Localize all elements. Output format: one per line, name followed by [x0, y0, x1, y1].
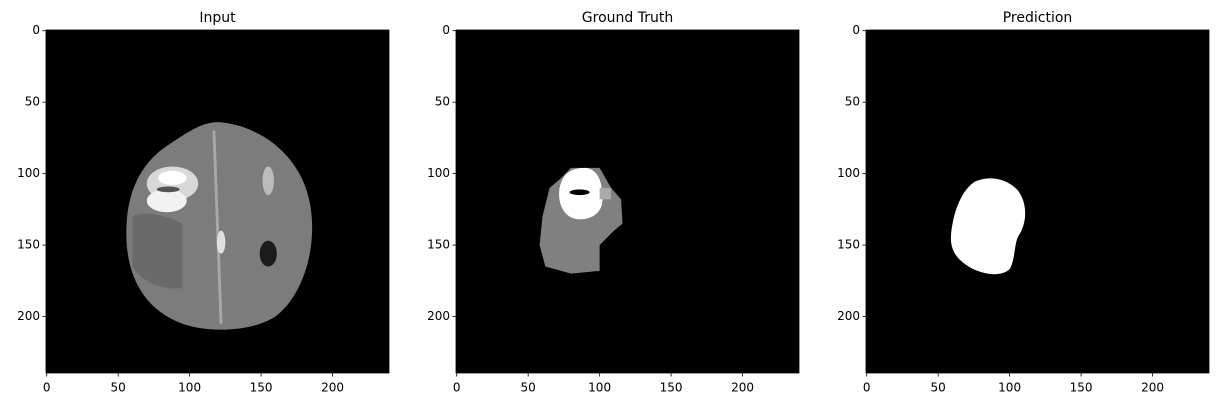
- x-tick-label: 0: [453, 381, 461, 395]
- ground-truth-image: [456, 30, 799, 373]
- x-tick-label: 0: [43, 381, 51, 395]
- y-tick-label: 0: [32, 23, 40, 37]
- y-tick-label: 150: [427, 238, 450, 252]
- y-tick-label: 100: [427, 166, 450, 180]
- y-tick-label: 200: [427, 309, 450, 323]
- x-tick-label: 100: [588, 381, 611, 395]
- y-tick-label: 200: [17, 309, 40, 323]
- axes-frame: [865, 29, 1210, 374]
- y-tick-label: 100: [17, 166, 40, 180]
- x-tick-label: 50: [931, 381, 946, 395]
- x-tick-label: 200: [321, 381, 344, 395]
- y-tick-label: 100: [837, 166, 860, 180]
- y-tick-label: 200: [837, 309, 860, 323]
- x-tick-label: 0: [863, 381, 871, 395]
- y-tick-label: 50: [435, 95, 450, 109]
- y-tick-label: 50: [25, 95, 40, 109]
- panel-title: Input: [199, 10, 236, 26]
- x-tick-label: 200: [1141, 381, 1164, 395]
- axes-frame: [45, 29, 390, 374]
- x-tick-label: 50: [111, 381, 126, 395]
- y-tick-label: 150: [837, 238, 860, 252]
- x-tick-label: 100: [178, 381, 201, 395]
- y-tick-label: 0: [852, 23, 860, 37]
- x-tick-label: 150: [660, 381, 683, 395]
- x-tick-label: 150: [250, 381, 273, 395]
- input-image: [46, 30, 389, 373]
- x-tick-label: 150: [1070, 381, 1093, 395]
- y-tick-label: 150: [17, 238, 40, 252]
- x-tick-label: 100: [998, 381, 1021, 395]
- x-tick-label: 200: [731, 381, 754, 395]
- prediction-image: [866, 30, 1209, 373]
- panel-title: Ground Truth: [582, 10, 673, 26]
- y-tick-label: 0: [442, 23, 450, 37]
- panel-title: Prediction: [1003, 10, 1073, 26]
- y-tick-label: 50: [845, 95, 860, 109]
- axes-frame: [455, 29, 800, 374]
- x-tick-label: 50: [521, 381, 536, 395]
